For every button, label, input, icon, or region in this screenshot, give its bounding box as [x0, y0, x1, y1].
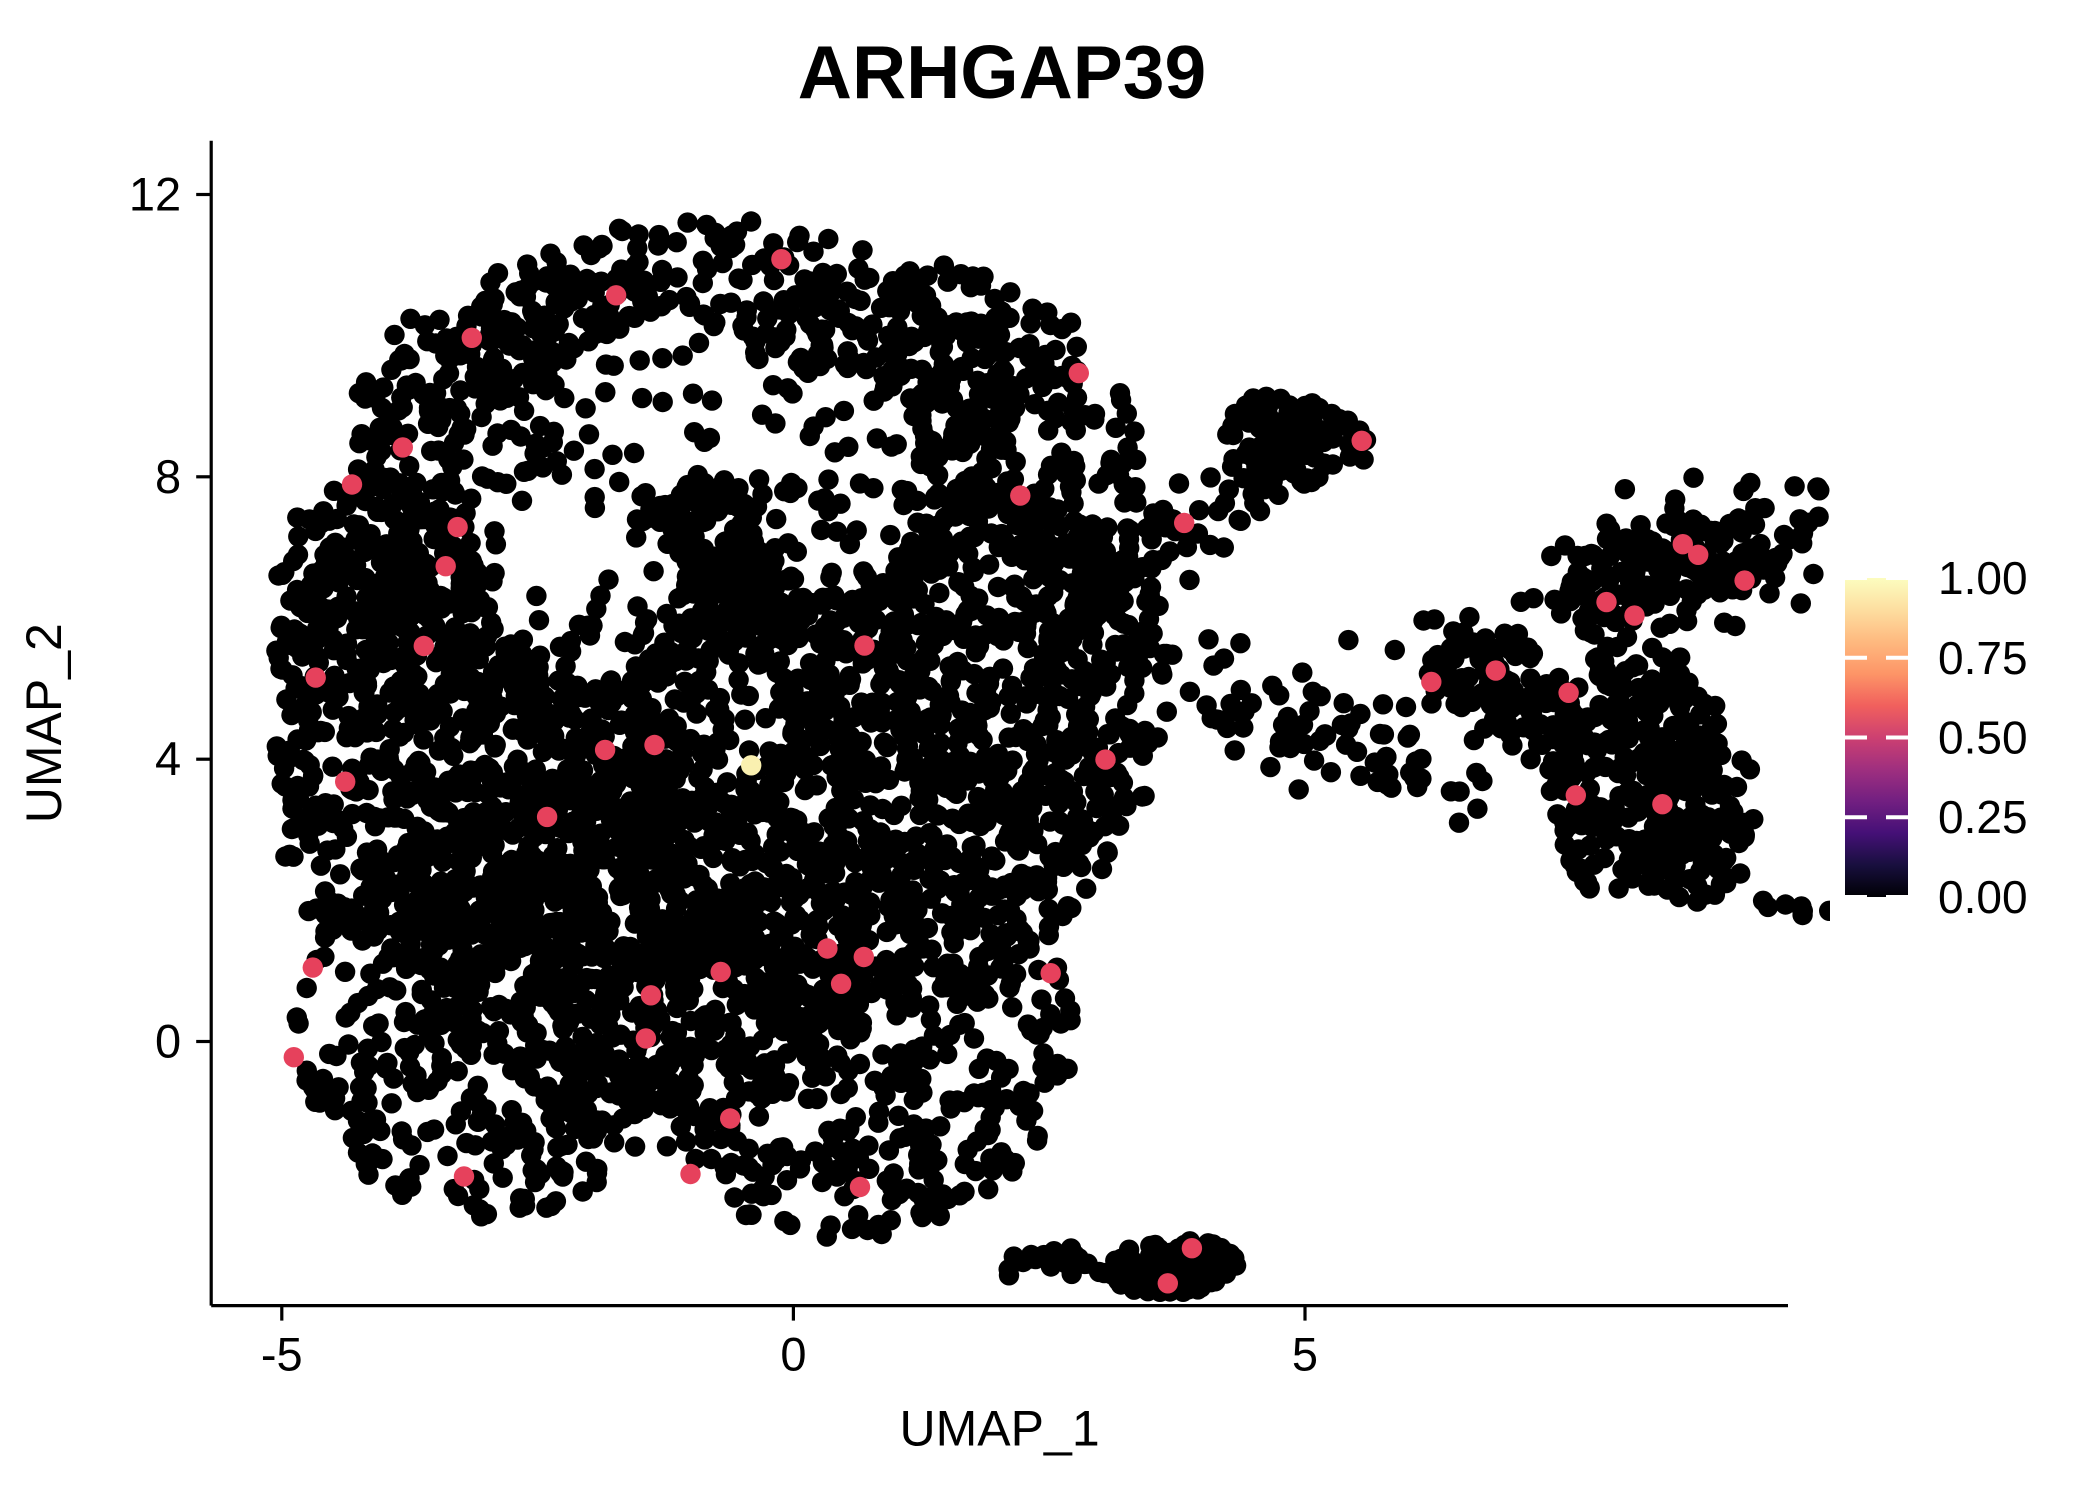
svg-text:0: 0 [155, 1015, 181, 1068]
svg-text:0: 0 [780, 1328, 806, 1381]
svg-text:-5: -5 [261, 1328, 303, 1381]
svg-text:0.25: 0.25 [1938, 791, 2028, 843]
svg-text:12: 12 [129, 168, 181, 221]
svg-text:0.00: 0.00 [1938, 871, 2028, 923]
svg-text:ARHGAP39: ARHGAP39 [798, 30, 1206, 114]
svg-text:1.00: 1.00 [1938, 552, 2028, 604]
svg-text:8: 8 [155, 450, 181, 503]
svg-text:0.75: 0.75 [1938, 632, 2028, 684]
svg-text:UMAP_1: UMAP_1 [900, 1401, 1100, 1457]
svg-text:0.50: 0.50 [1938, 712, 2028, 764]
svg-text:5: 5 [1292, 1328, 1318, 1381]
svg-text:4: 4 [155, 732, 181, 785]
svg-text:UMAP_2: UMAP_2 [16, 623, 72, 823]
